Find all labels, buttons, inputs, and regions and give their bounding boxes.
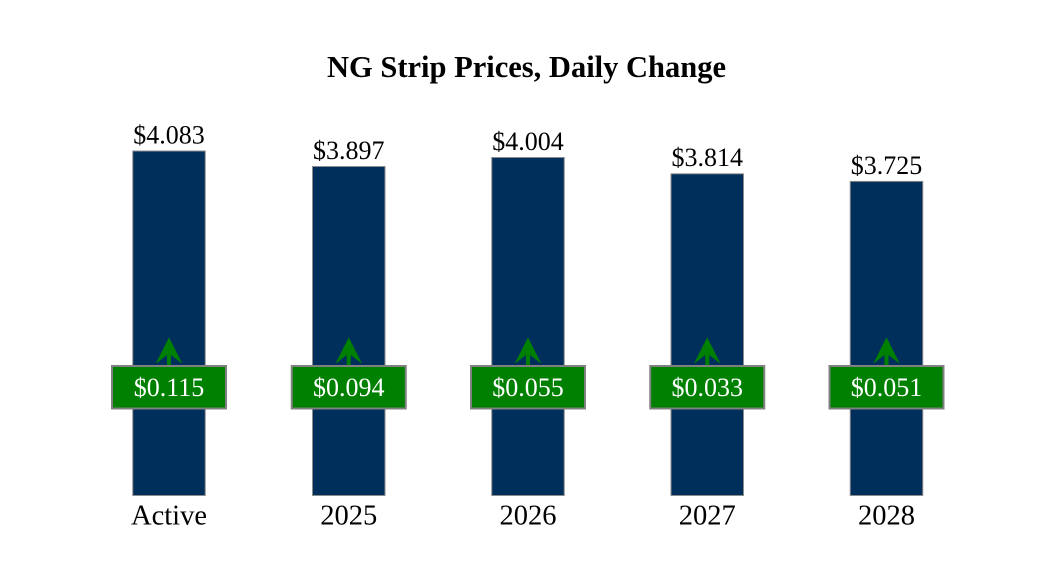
svg-text:$0.055: $0.055: [492, 373, 564, 402]
svg-text:$0.115: $0.115: [134, 373, 205, 402]
svg-text:2027: 2027: [679, 501, 736, 532]
svg-text:$4.004: $4.004: [492, 127, 564, 156]
svg-text:$0.094: $0.094: [313, 373, 385, 402]
svg-text:$3.897: $3.897: [313, 136, 385, 165]
svg-text:NG Strip Prices, Daily Change: NG Strip Prices, Daily Change: [327, 50, 726, 84]
svg-text:$0.051: $0.051: [851, 373, 923, 402]
svg-text:$4.083: $4.083: [133, 120, 205, 149]
svg-text:2025: 2025: [320, 501, 377, 532]
svg-text:Active: Active: [131, 501, 207, 532]
svg-text:$3.814: $3.814: [672, 143, 744, 172]
svg-text:2026: 2026: [500, 501, 557, 532]
svg-text:$3.725: $3.725: [851, 151, 923, 180]
svg-text:$0.033: $0.033: [672, 373, 744, 402]
svg-text:2028: 2028: [858, 501, 915, 532]
